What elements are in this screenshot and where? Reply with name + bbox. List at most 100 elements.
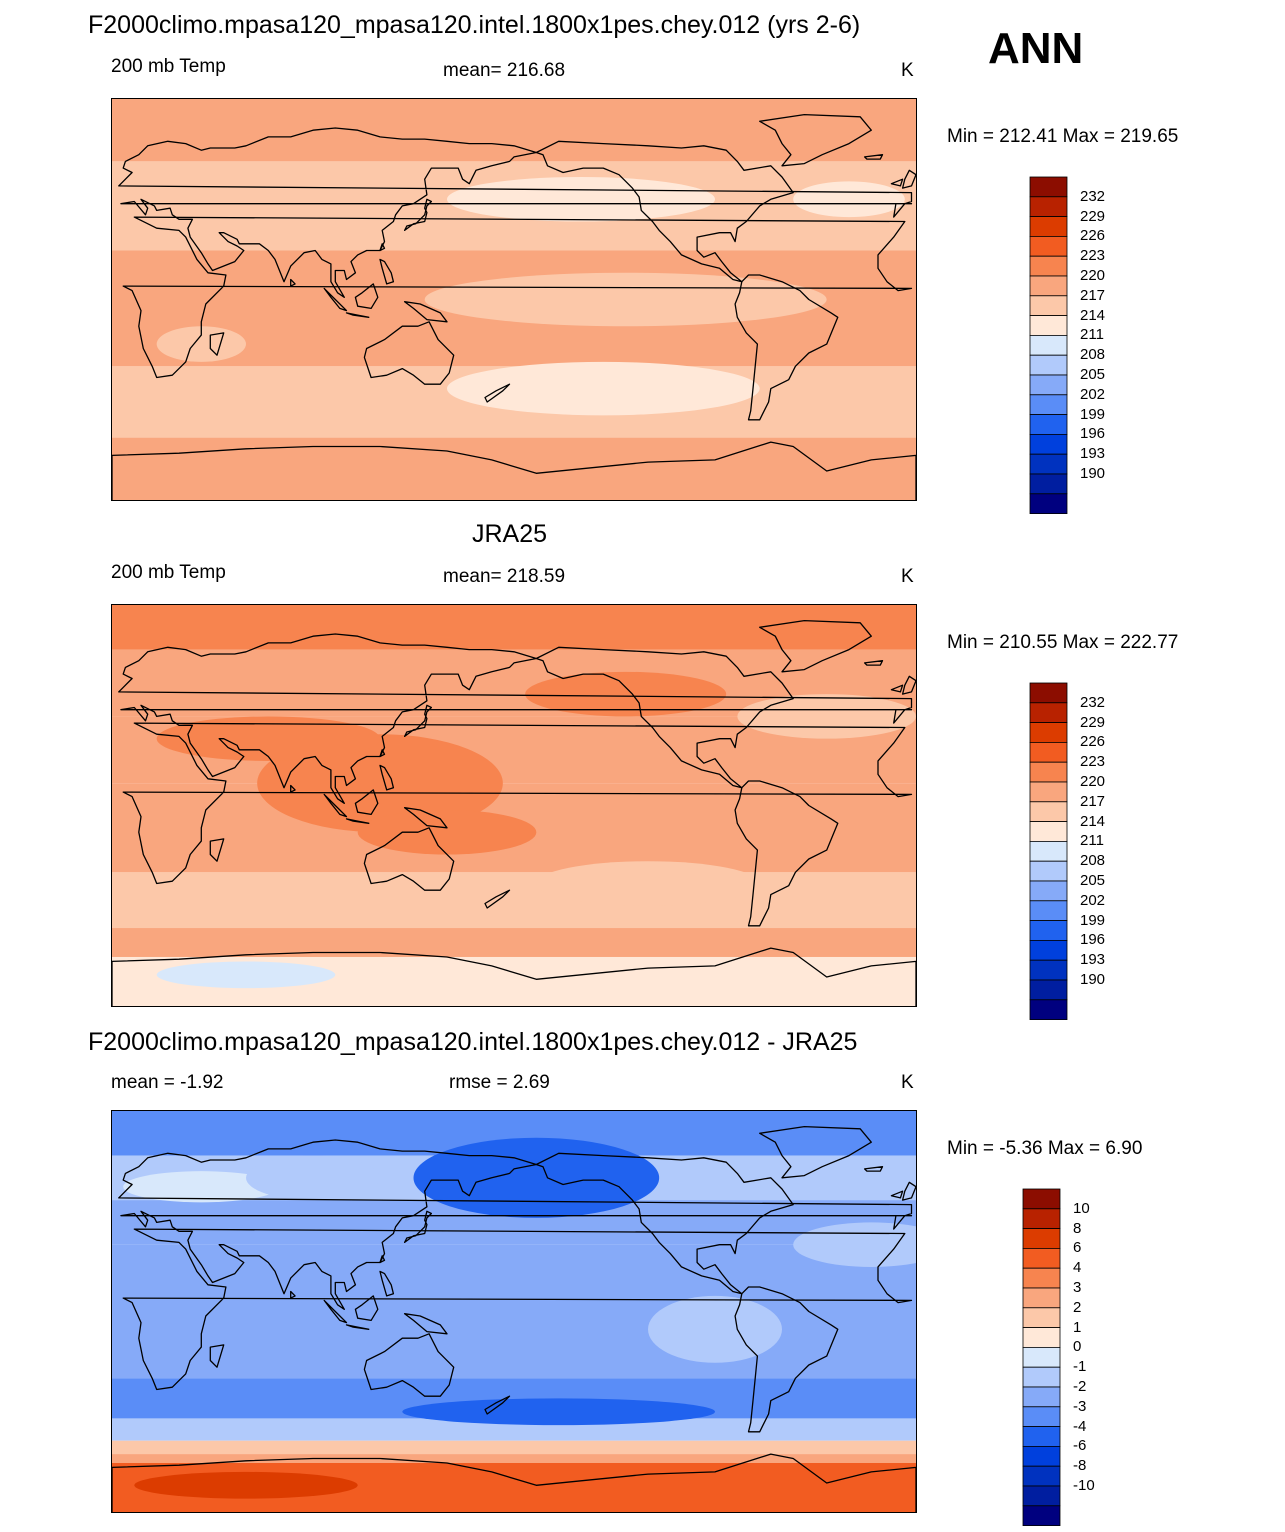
coastline — [345, 818, 370, 824]
coastline — [403, 1210, 433, 1244]
colorbar-swatch — [1022, 1228, 1061, 1249]
coastline — [112, 947, 916, 1006]
colorbar-tick-label: 208 — [1080, 346, 1106, 364]
colorbar-tick-label: 190 — [1080, 465, 1106, 482]
colorbar-tick-label: 202 — [1080, 891, 1106, 909]
colorbar-swatch — [1029, 682, 1068, 704]
coastline — [379, 1270, 395, 1297]
colorbar-swatch — [1029, 334, 1068, 356]
coastline — [354, 789, 379, 816]
colorbar-swatch — [1029, 722, 1068, 743]
coastline — [323, 287, 348, 312]
colorbar-tick-label: -4 — [1073, 1417, 1087, 1435]
colorbar-swatch — [1022, 1327, 1061, 1348]
colorbar-tick-label: 4 — [1073, 1259, 1082, 1277]
colorbar-tick-label: 190 — [1080, 971, 1106, 988]
colorbar-swatch — [1029, 295, 1068, 317]
colorbar-swatch — [1022, 1426, 1061, 1447]
colorbar-tick-label: 196 — [1080, 425, 1106, 443]
contour-region — [246, 1155, 380, 1201]
coastline — [484, 1395, 511, 1415]
colorbar-tick-label: 217 — [1080, 286, 1106, 304]
panel-title: F2000climo.mpasa120_mpasa120.intel.1800x… — [88, 11, 861, 39]
panel-units-label: K — [901, 60, 914, 81]
contour-band — [112, 1418, 916, 1441]
panel-minmax-label: Min = 210.55 Max = 222.77 — [947, 632, 1179, 653]
map-svg — [112, 1111, 916, 1512]
colorbar-swatch — [1029, 216, 1068, 237]
colorbar-swatch — [1022, 1307, 1061, 1329]
colorbar-swatch — [1022, 1366, 1061, 1388]
contour-region — [156, 961, 336, 989]
colorbar-tick-label: 205 — [1080, 366, 1106, 383]
temperature-map-model — [111, 98, 917, 501]
colorbar-swatch — [1029, 939, 1068, 961]
coastline — [734, 274, 839, 421]
temperature-map-obs — [111, 604, 917, 1007]
colorbar-tick-label: 214 — [1080, 306, 1106, 324]
contour-region — [525, 671, 727, 717]
colorbar-swatch — [1022, 1346, 1061, 1368]
coastline — [403, 1313, 448, 1335]
coastline — [535, 646, 794, 789]
coastline — [403, 198, 433, 232]
contour-band — [112, 1440, 916, 1455]
coastline — [901, 1181, 916, 1201]
contour-region — [648, 1295, 782, 1363]
colorbar-swatch — [1029, 414, 1068, 435]
colorbar-tick-label: -8 — [1073, 1457, 1087, 1475]
coastline — [363, 1333, 455, 1397]
coastline — [354, 283, 379, 310]
panel-mean-label: mean= 216.68 — [443, 60, 566, 81]
colorbar-tick-label: 232 — [1080, 187, 1106, 205]
coastline — [345, 1324, 370, 1330]
colorbar-tick-label: 208 — [1080, 852, 1106, 870]
coastline — [403, 807, 448, 829]
panel-units-label: K — [901, 566, 914, 587]
colorbar-tick-label: 199 — [1080, 911, 1106, 929]
colorbar-tick-label: 202 — [1080, 385, 1106, 403]
colorbar-svg — [1029, 682, 1068, 1020]
coastline — [734, 780, 839, 927]
colorbar-tick-label: 193 — [1080, 445, 1106, 463]
coastline — [209, 1344, 225, 1368]
colorbar-tick-label: 8 — [1073, 1219, 1082, 1237]
contour-region — [737, 694, 916, 739]
coastline — [890, 178, 904, 187]
colorbar-swatch — [1029, 176, 1068, 198]
coastline — [379, 243, 386, 252]
contour-band — [112, 99, 916, 162]
coastline — [863, 154, 884, 160]
colorbar-swatch — [1029, 702, 1068, 723]
colorbar-tick-label: 3 — [1073, 1279, 1082, 1296]
colorbar-svg — [1029, 176, 1068, 514]
contour-region — [447, 176, 715, 222]
colorbar-swatch — [1029, 801, 1068, 823]
colorbar-tick-label: -3 — [1073, 1397, 1087, 1415]
colorbar-tick-label: 205 — [1080, 872, 1106, 889]
panel-units-label: K — [901, 1072, 914, 1093]
panel-mean-label: mean = -1.92 — [111, 1072, 224, 1093]
contour-band — [112, 1244, 916, 1379]
coastline — [345, 312, 370, 318]
coastline — [379, 749, 386, 758]
contour-band — [112, 437, 916, 500]
colorbar-swatch — [1022, 1287, 1061, 1309]
colorbar-tick-label: 214 — [1080, 812, 1106, 830]
contour-region — [156, 716, 380, 761]
colorbar-swatch — [1022, 1267, 1061, 1289]
colorbar-tick-label: 220 — [1080, 267, 1106, 284]
contour-region — [123, 1171, 280, 1203]
colorbar-obs: 232 229 226 223 220 217 214 211 208 205 202 199 196 1… — [1029, 682, 1105, 1026]
coastline — [209, 332, 225, 356]
coastline — [122, 722, 913, 885]
colorbar-svg — [1022, 1188, 1061, 1526]
panel-minmax-label: Min = 212.41 Max = 219.65 — [947, 126, 1179, 147]
map-svg — [112, 99, 916, 500]
contour-band — [112, 872, 916, 929]
colorbar-swatch — [1029, 374, 1068, 396]
colorbar-tick-label: 211 — [1080, 326, 1104, 344]
coastline — [863, 660, 884, 666]
coastline — [290, 278, 296, 287]
coastline — [863, 1166, 884, 1172]
